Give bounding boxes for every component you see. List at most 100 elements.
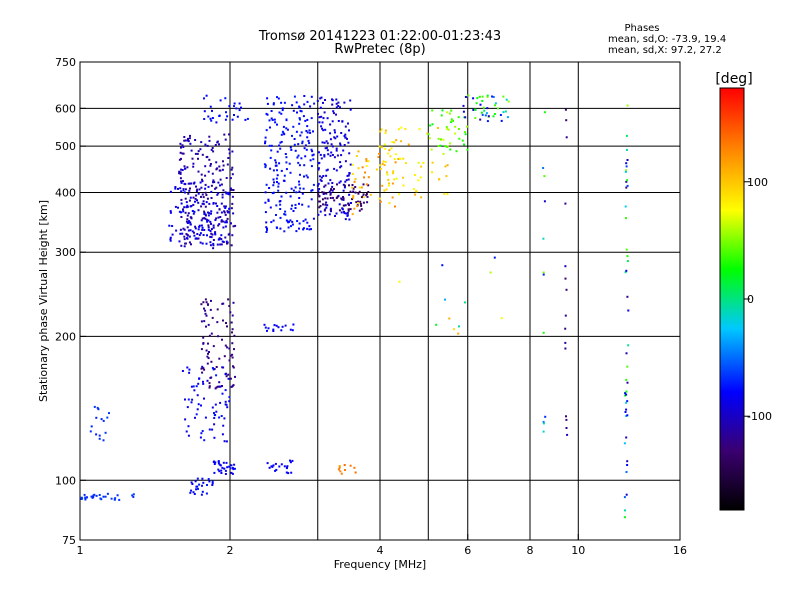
colorbar-label: [deg] (715, 71, 752, 87)
data-point (450, 120, 453, 122)
data-point (270, 144, 273, 147)
data-point (226, 217, 229, 220)
data-point (219, 401, 222, 404)
data-point (201, 430, 204, 432)
data-point (209, 244, 212, 247)
data-point (331, 120, 334, 123)
data-point (210, 184, 213, 187)
data-point (203, 307, 205, 310)
data-point (219, 216, 222, 218)
data-point (288, 220, 290, 223)
data-point (270, 221, 273, 224)
data-point (543, 175, 546, 178)
data-point (277, 185, 280, 188)
data-point (285, 161, 288, 164)
data-point (431, 171, 434, 174)
data-point (211, 109, 213, 112)
data-point (280, 133, 283, 136)
data-point (209, 241, 212, 244)
data-point (188, 235, 191, 238)
data-point (280, 329, 283, 332)
data-point (377, 156, 380, 159)
data-point (305, 174, 308, 177)
data-point (264, 211, 267, 214)
data-point (302, 228, 305, 231)
data-point (355, 201, 358, 204)
data-point (624, 271, 627, 274)
data-point (224, 205, 227, 208)
data-point (206, 362, 209, 365)
data-point (264, 326, 267, 329)
data-point (212, 150, 215, 153)
data-point (365, 194, 368, 197)
data-point (392, 170, 395, 173)
data-point (202, 382, 205, 385)
data-point (348, 152, 351, 155)
data-point (330, 151, 333, 154)
data-point (190, 385, 193, 388)
data-point (210, 148, 213, 151)
data-point (228, 207, 231, 210)
data-point (290, 471, 293, 474)
data-point (382, 160, 385, 163)
data-point (464, 96, 467, 98)
data-point (212, 202, 215, 204)
data-point (189, 134, 191, 137)
data-point (544, 415, 547, 418)
data-point (339, 161, 342, 164)
data-point (307, 205, 310, 208)
data-point (335, 102, 338, 105)
data-point (272, 330, 275, 332)
data-point (486, 120, 489, 123)
data-point (291, 329, 294, 332)
data-point (96, 406, 99, 409)
data-point (194, 200, 196, 203)
data-point (177, 187, 179, 190)
data-point (218, 357, 221, 360)
data-point (206, 379, 209, 382)
data-point (132, 493, 135, 496)
data-point (285, 471, 288, 474)
data-point (221, 168, 224, 171)
data-point (265, 129, 268, 132)
data-point (303, 164, 306, 167)
data-point (182, 227, 185, 230)
data-point (184, 242, 187, 245)
data-point (198, 377, 201, 380)
data-point (211, 316, 214, 319)
data-point (326, 117, 329, 120)
data-point (391, 196, 394, 199)
data-point (321, 198, 324, 201)
data-point (185, 201, 188, 204)
data-point (116, 494, 119, 497)
data-point (297, 143, 300, 146)
data-point (231, 385, 234, 388)
data-point (336, 195, 339, 198)
data-point (187, 434, 190, 437)
data-point (227, 373, 230, 376)
data-point (566, 433, 569, 436)
data-point (231, 472, 234, 475)
data-point (222, 319, 224, 322)
data-point (446, 164, 449, 167)
data-point (192, 385, 195, 388)
data-point (289, 328, 292, 331)
data-point (461, 139, 464, 142)
data-point (290, 207, 293, 210)
data-point (191, 230, 194, 233)
data-point (279, 208, 282, 210)
data-point (222, 424, 225, 427)
data-point (308, 225, 311, 228)
data-point (174, 186, 177, 188)
data-point (205, 325, 207, 328)
data-point (365, 164, 368, 167)
data-point (331, 98, 333, 101)
data-point (352, 196, 355, 199)
data-point (113, 498, 116, 501)
data-point (351, 172, 354, 175)
data-point (303, 175, 305, 178)
data-point (324, 184, 327, 187)
data-point (212, 244, 215, 247)
data-point (196, 477, 199, 480)
data-point (214, 219, 217, 221)
